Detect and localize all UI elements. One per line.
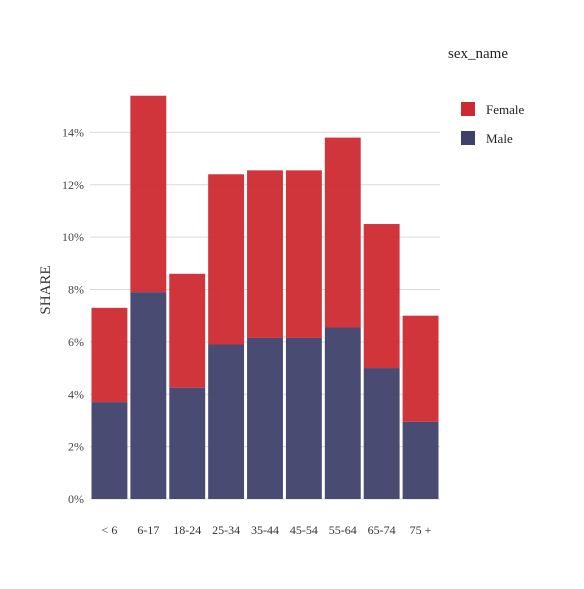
y-tick-label: 10% <box>62 230 84 244</box>
bars <box>91 95 439 499</box>
y-tick-label: 8% <box>68 283 84 297</box>
y-tick-label: 2% <box>68 440 84 454</box>
bar-male <box>208 344 245 499</box>
x-tick-label: 35-44 <box>251 523 279 537</box>
bar-male <box>169 387 206 499</box>
y-tick-label: 4% <box>68 387 84 401</box>
bar-female <box>130 95 167 293</box>
x-axis-ticks: < 6 6-17 18-24 25-34 35-44 45-54 55-64 65-74 75 … <box>102 523 432 537</box>
x-tick-label: 18-24 <box>173 523 201 537</box>
y-tick-label: 12% <box>62 178 84 192</box>
x-tick-label: 55-64 <box>329 523 357 537</box>
bar-female <box>169 273 206 388</box>
bar-female <box>402 315 439 422</box>
bar-female <box>363 224 400 369</box>
bar-male <box>247 337 283 499</box>
legend-label-female: Female <box>486 102 524 117</box>
bar-male <box>285 337 322 499</box>
x-tick-label: 75 + <box>410 523 432 537</box>
legend: sex_name Female Male <box>448 46 524 146</box>
bar-female <box>247 170 283 338</box>
y-axis-title: SHARE <box>38 265 54 314</box>
bar-male <box>324 327 361 499</box>
x-tick-label: 45-54 <box>290 523 318 537</box>
bar-male <box>363 368 400 499</box>
bar-female <box>324 137 361 328</box>
y-tick-label: 0% <box>68 492 84 506</box>
legend-title: sex_name <box>448 46 508 62</box>
legend-items: Female Male <box>461 102 524 146</box>
x-tick-label: 65-74 <box>368 523 396 537</box>
y-tick-label: 14% <box>62 125 84 139</box>
legend-swatch-male <box>461 131 475 145</box>
legend-swatch-female <box>461 102 475 116</box>
bar-female <box>208 174 245 345</box>
bar-male <box>130 292 167 499</box>
bar-male <box>402 421 439 499</box>
x-tick-label: 25-34 <box>212 523 240 537</box>
bar-female <box>285 170 322 338</box>
bar-male <box>91 402 128 499</box>
y-tick-label: 6% <box>68 335 84 349</box>
x-tick-label: 6-17 <box>137 523 159 537</box>
legend-label-male: Male <box>486 131 513 146</box>
y-axis-ticks: 0% 2% 4% 6% 8% 10% 12% 14% <box>62 125 84 506</box>
bar-female <box>91 307 128 403</box>
x-tick-label: < 6 <box>102 523 118 537</box>
